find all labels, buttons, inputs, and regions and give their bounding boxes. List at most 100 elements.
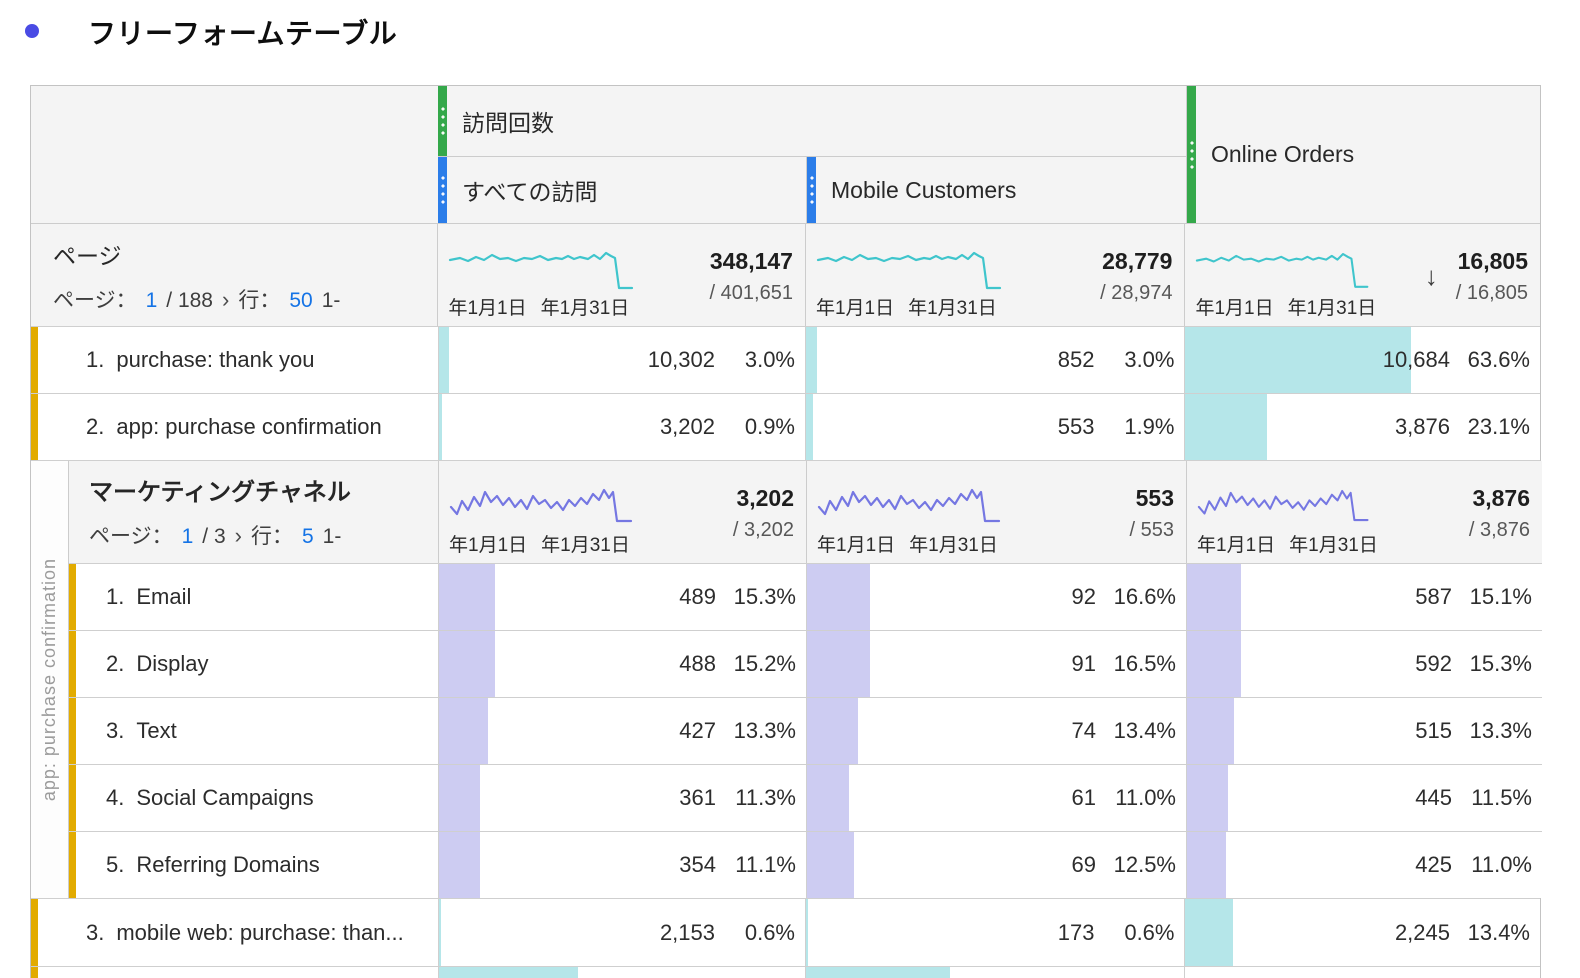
- total-value: 3,876: [1472, 484, 1530, 511]
- dimension-item[interactable]: 2. Display: [69, 631, 438, 697]
- date-end: 年1月31日: [1287, 298, 1377, 319]
- metric-cell[interactable]: 10,302 3.0%: [437, 327, 806, 393]
- metric-cell[interactable]: 361 11.3%: [438, 765, 806, 831]
- metric-cell[interactable]: 91 16.5%: [806, 631, 1186, 697]
- sparkline: 年1月1日 年1月31日: [448, 232, 638, 320]
- breakdown-dimension-header: マーケティングチャネル ページ： 1 / 3 › 行： 5 1-: [69, 461, 438, 563]
- sparkline: 年1月1日 年1月31日: [1195, 232, 1376, 320]
- breakdown-total-online-orders[interactable]: 年1月1日 年1月31日 3,876 / 3,876: [1186, 461, 1542, 563]
- breakdown-row: 2. Display 488 15.2% 91 16.5% 592 15.3%: [69, 630, 1542, 697]
- cell-value: 489: [679, 584, 716, 609]
- dimension-item[interactable]: 5. Referring Domains: [69, 832, 438, 898]
- sparkline: 年1月1日 年1月31日: [449, 469, 639, 557]
- dimension-item[interactable]: 1. purchase: thank you: [31, 327, 438, 393]
- metric-cell[interactable]: 69 12.5%: [806, 832, 1186, 898]
- pagination-current-page[interactable]: 1: [181, 525, 194, 548]
- dimension-color-bar: [31, 967, 38, 978]
- total-cell-mobile-customers[interactable]: 年1月1日 年1月31日 28,779 / 28,974: [804, 224, 1185, 326]
- metric-cell[interactable]: 2,153 0.6%: [437, 899, 806, 966]
- cell-value: 69: [1071, 852, 1096, 877]
- cell-percent: 11.0%: [1115, 785, 1176, 810]
- cell-value: 2,245: [1394, 919, 1450, 945]
- dimension-color-bar: [69, 564, 76, 630]
- pagination-row-count[interactable]: 50: [289, 289, 313, 312]
- date-start: 年1月1日: [1195, 298, 1274, 319]
- column-header-mobile-customers[interactable]: Mobile Customers: [806, 156, 1186, 223]
- metric-cell[interactable]: 3,876 23.1%: [1184, 394, 1540, 460]
- total-cell-online-orders[interactable]: 年1月1日 年1月31日 ↓ 16,805 / 16,805: [1184, 224, 1540, 326]
- metric-cell[interactable]: 354 11.1%: [438, 832, 806, 898]
- rows-label: 行：: [238, 289, 281, 312]
- drag-handle-icon[interactable]: [807, 157, 816, 223]
- sort-descending-icon[interactable]: ↓: [1424, 260, 1438, 291]
- metric-cell[interactable]: 3,202 0.9%: [437, 394, 806, 460]
- metric-cell[interactable]: 10,684 63.6%: [1184, 327, 1540, 393]
- metric-cell[interactable]: [805, 967, 1184, 978]
- metric-cell[interactable]: 173 0.6%: [805, 899, 1184, 966]
- metric-cell[interactable]: 74 13.4%: [806, 698, 1186, 764]
- rows-label: 行：: [250, 525, 293, 548]
- breakdown-title: マーケティングチャネル: [89, 479, 351, 506]
- metric-cell[interactable]: 2,245 13.4%: [1184, 899, 1540, 966]
- cell-percent: 11.5%: [1471, 785, 1532, 810]
- pagination-next-icon[interactable]: ›: [234, 523, 242, 548]
- metric-cell[interactable]: [1184, 967, 1540, 978]
- dimension-item[interactable]: [31, 967, 438, 978]
- cell-percent: 13.3%: [733, 718, 796, 743]
- dimension-item[interactable]: 1. Email: [69, 564, 438, 630]
- dimension-color-bar: [31, 394, 38, 460]
- cell-value: 2,153: [659, 919, 715, 945]
- breakdown-section: app: purchase confirmation マーケティングチャネル ペ…: [31, 460, 1542, 898]
- column-header-online-orders[interactable]: Online Orders: [1186, 86, 1542, 223]
- metric-cell[interactable]: 852 3.0%: [805, 327, 1184, 393]
- row-label: Social Campaigns: [136, 785, 314, 810]
- pagination-of: / 3: [202, 525, 226, 548]
- header-corner-cell: [31, 86, 438, 223]
- cell-percent: 15.1%: [1469, 584, 1532, 609]
- pagination-range: 1-: [321, 289, 341, 312]
- metric-cell[interactable]: 553 1.9%: [805, 394, 1184, 460]
- dimension-color-bar: [31, 327, 38, 393]
- dimension-item[interactable]: 4. Social Campaigns: [69, 765, 438, 831]
- date-end: 年1月31日: [909, 535, 998, 556]
- date-start: 年1月1日: [448, 298, 527, 319]
- cell-percent: 12.5%: [1113, 852, 1176, 877]
- breakdown-total-all-visits[interactable]: 年1月1日 年1月31日 3,202 / 3,202: [438, 461, 806, 563]
- metric-cell[interactable]: 515 13.3%: [1186, 698, 1542, 764]
- drag-handle-icon[interactable]: [438, 157, 447, 223]
- metric-cell[interactable]: [437, 967, 806, 978]
- breakdown-row: 4. Social Campaigns 361 11.3% 61 11.0% 445 1…: [69, 764, 1542, 831]
- metric-cell[interactable]: 587 15.1%: [1186, 564, 1542, 630]
- metric-cell[interactable]: 61 11.0%: [806, 765, 1186, 831]
- dimension-item[interactable]: 3. Text: [69, 698, 438, 764]
- row-rank: 3.: [106, 718, 125, 743]
- sparkline: 年1月1日 年1月31日: [816, 232, 1006, 320]
- metric-cell[interactable]: 489 15.3%: [438, 564, 806, 630]
- metric-cell[interactable]: 427 13.3%: [438, 698, 806, 764]
- column-header-visits[interactable]: 訪問回数: [438, 86, 1186, 156]
- metric-cell[interactable]: 592 15.3%: [1186, 631, 1542, 697]
- drag-handle-icon[interactable]: [1187, 86, 1196, 223]
- metric-cell[interactable]: 92 16.6%: [806, 564, 1186, 630]
- cell-value: 427: [679, 718, 716, 743]
- metric-cell[interactable]: 488 15.2%: [438, 631, 806, 697]
- cell-value: 10,302: [647, 347, 715, 372]
- metric-cell[interactable]: 445 11.5%: [1186, 765, 1542, 831]
- table-row: 3. mobile web: purchase: than... 2,153 0.…: [31, 898, 1540, 966]
- row-rank: 2.: [106, 651, 125, 676]
- drag-handle-icon[interactable]: [438, 86, 447, 156]
- pagination-current-page[interactable]: 1: [145, 289, 158, 312]
- freeform-table: 訪問回数 すべての訪問 Mobile Customers Online Orde…: [30, 85, 1542, 978]
- column-header-all-visits[interactable]: すべての訪問: [438, 156, 806, 223]
- breakdown-total-mobile-customers[interactable]: 年1月1日 年1月31日 553 / 553: [806, 461, 1186, 563]
- pagination-next-icon[interactable]: ›: [222, 287, 230, 312]
- metric-cell[interactable]: 425 11.0%: [1186, 832, 1542, 898]
- cell-value: 354: [679, 852, 716, 877]
- dimension-item[interactable]: 2. app: purchase confirmation: [31, 394, 438, 460]
- dimension-item[interactable]: 3. mobile web: purchase: than...: [31, 899, 438, 966]
- cell-percent: 0.6%: [1124, 919, 1175, 945]
- cell-value: 592: [1415, 651, 1452, 676]
- pagination-row-count[interactable]: 5: [301, 525, 314, 548]
- total-cell-all-visits[interactable]: 年1月1日 年1月31日 348,147 / 401,651: [437, 224, 805, 326]
